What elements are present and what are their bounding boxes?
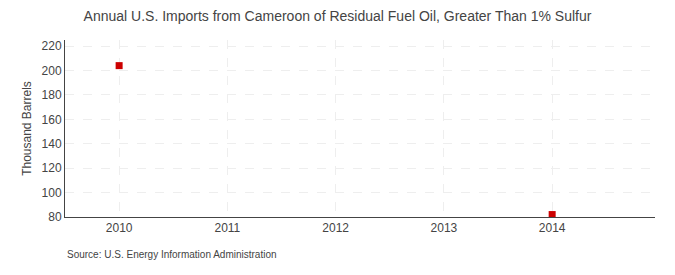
svg-text:2010: 2010 [106,221,133,235]
svg-text:Annual U.S. Imports from Camer: Annual U.S. Imports from Cameroon of Res… [84,8,592,24]
svg-text:120: 120 [42,161,62,175]
svg-text:2013: 2013 [431,221,458,235]
svg-text:140: 140 [42,137,62,151]
svg-text:160: 160 [42,113,62,127]
svg-text:200: 200 [42,64,62,78]
svg-text:Source: U.S. Energy Informatio: Source: U.S. Energy Information Administ… [67,249,277,260]
svg-text:80: 80 [48,210,62,224]
svg-text:220: 220 [42,39,62,53]
svg-text:Thousand Barrels: Thousand Barrels [20,81,34,176]
svg-text:100: 100 [42,186,62,200]
svg-text:2011: 2011 [214,221,240,235]
svg-text:2012: 2012 [322,221,349,235]
svg-text:180: 180 [42,88,62,102]
svg-text:2014: 2014 [539,221,566,235]
